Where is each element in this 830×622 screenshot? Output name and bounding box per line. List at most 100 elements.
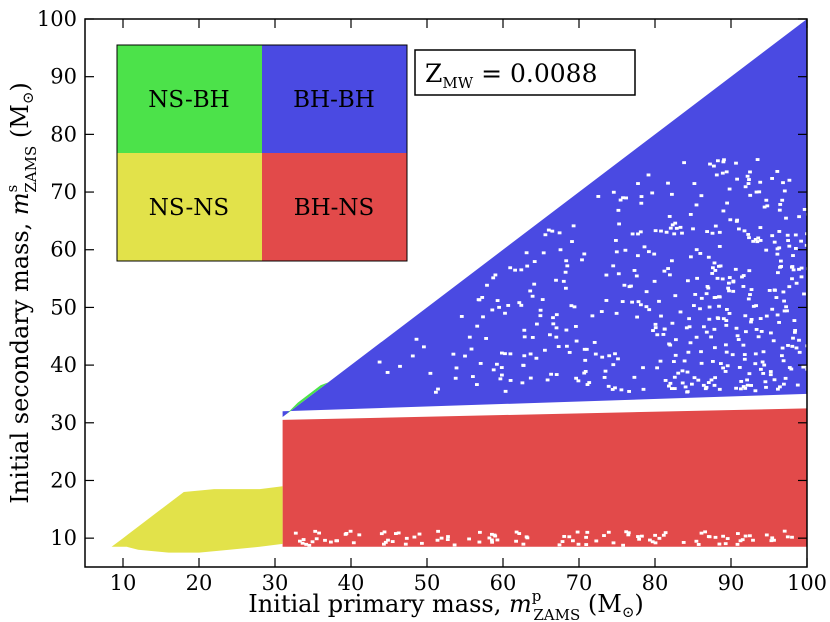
empty-cell <box>769 331 773 335</box>
empty-cell <box>662 269 667 273</box>
empty-cell <box>314 537 319 541</box>
empty-cell <box>639 201 644 205</box>
empty-cell <box>712 327 717 331</box>
empty-cell <box>582 347 587 351</box>
empty-cell <box>698 252 703 255</box>
empty-cell <box>706 286 711 290</box>
empty-cell <box>498 377 503 381</box>
empty-cell <box>602 376 607 379</box>
empty-cell <box>593 352 598 356</box>
empty-cell <box>702 325 706 329</box>
empty-cell <box>747 372 752 376</box>
empty-cell <box>786 239 790 242</box>
empty-cell <box>650 191 655 195</box>
empty-cell <box>686 350 691 354</box>
empty-cell <box>694 335 699 339</box>
empty-cell <box>699 350 703 354</box>
empty-cell <box>715 276 720 280</box>
empty-cell <box>751 239 756 243</box>
empty-cell <box>797 338 801 342</box>
empty-cell <box>764 385 768 389</box>
empty-cell <box>301 538 306 541</box>
empty-cell <box>640 534 644 538</box>
empty-cell <box>530 336 535 339</box>
empty-cell <box>770 307 775 311</box>
empty-cell <box>623 248 628 252</box>
empty-cell <box>655 333 660 337</box>
empty-cell <box>672 375 677 379</box>
empty-cell <box>786 344 790 347</box>
empty-cell <box>734 326 739 330</box>
empty-cell <box>554 373 559 376</box>
empty-cell <box>532 260 537 263</box>
empty-cell <box>616 357 620 361</box>
empty-cell <box>467 335 472 339</box>
empty-cell <box>751 538 755 542</box>
empty-cell <box>647 308 652 312</box>
empty-cell <box>616 272 621 276</box>
empty-cell <box>714 173 719 177</box>
empty-cell <box>770 536 775 540</box>
empty-cell <box>606 384 611 388</box>
empty-cell <box>724 319 729 322</box>
empty-cell <box>666 267 670 270</box>
empty-cell <box>753 238 758 241</box>
empty-cell <box>792 319 797 322</box>
empty-cell <box>737 366 742 369</box>
empty-cell <box>514 530 519 534</box>
empty-cell <box>709 378 714 382</box>
empty-cell <box>672 232 677 236</box>
empty-cell <box>659 314 663 318</box>
empty-cell <box>396 531 401 535</box>
empty-cell <box>571 539 575 543</box>
empty-cell <box>467 537 471 541</box>
empty-cell <box>799 266 804 270</box>
empty-cell <box>790 265 794 269</box>
empty-cell <box>548 333 552 337</box>
empty-cell <box>477 298 482 302</box>
empty-cell <box>747 269 752 273</box>
empty-cell <box>543 348 547 352</box>
empty-cell <box>567 351 572 354</box>
empty-cell <box>653 533 657 537</box>
empty-cell <box>602 534 606 537</box>
empty-cell <box>717 295 721 299</box>
empty-cell <box>691 227 695 231</box>
empty-cell <box>703 530 707 534</box>
empty-cell <box>293 531 298 535</box>
empty-cell <box>696 543 701 546</box>
empty-cell <box>764 533 769 537</box>
empty-cell <box>636 300 641 304</box>
empty-cell <box>687 325 692 329</box>
empty-cell <box>582 252 587 256</box>
empty-cell <box>647 250 651 254</box>
empty-cell <box>528 289 533 293</box>
empty-cell <box>723 370 728 373</box>
empty-cell <box>754 190 759 194</box>
empty-cell <box>722 158 726 162</box>
empty-cell <box>682 359 687 363</box>
empty-cell <box>550 229 555 233</box>
empty-cell <box>728 218 733 222</box>
empty-cell <box>459 315 464 318</box>
empty-cell <box>540 298 545 301</box>
empty-cell <box>463 354 467 358</box>
empty-cell <box>744 330 748 334</box>
empty-cell <box>453 376 458 380</box>
empty-cell <box>787 178 792 182</box>
empty-cell <box>692 182 697 185</box>
empty-cell <box>777 208 782 212</box>
y-tick-label: 40 <box>50 353 77 377</box>
empty-cell <box>534 356 539 360</box>
empty-cell <box>718 264 723 268</box>
empty-cell <box>383 540 388 544</box>
legend-swatch-ns-ns <box>117 153 262 261</box>
empty-cell <box>522 354 527 358</box>
empty-cell <box>584 543 589 546</box>
empty-cell <box>558 248 563 252</box>
empty-cell <box>611 264 616 268</box>
annotation-box <box>414 49 636 96</box>
empty-cell <box>611 190 616 194</box>
empty-cell <box>493 534 498 538</box>
empty-cell <box>344 532 349 535</box>
